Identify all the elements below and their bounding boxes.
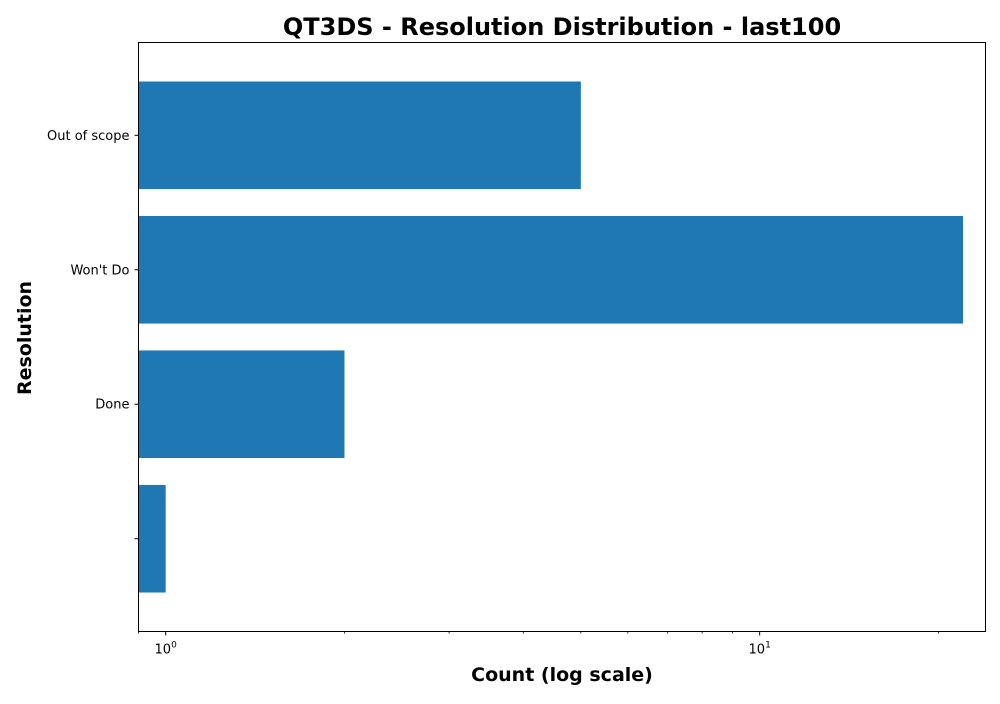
bars-group <box>138 81 964 593</box>
bar <box>138 81 581 190</box>
bar <box>138 215 964 324</box>
y-tick-label: Won't Do <box>70 263 129 278</box>
plot-frame <box>138 42 986 632</box>
bar <box>138 350 345 459</box>
y-axis-label: Resolution <box>14 281 36 395</box>
y-tick-label: Done <box>95 398 129 413</box>
x-axis-ticks: 100 101 <box>138 631 939 658</box>
chart-title: QT3DS - Resolution Distribution - last10… <box>283 13 841 41</box>
x-tick-label: 101 <box>749 641 771 658</box>
x-tick-label: 100 <box>155 641 178 658</box>
y-tick-label: Out of scope <box>47 129 130 144</box>
y-axis-ticks: Done Won't Do Out of scope <box>47 129 139 540</box>
x-axis-label: Count (log scale) <box>471 664 653 686</box>
bar <box>138 484 166 593</box>
